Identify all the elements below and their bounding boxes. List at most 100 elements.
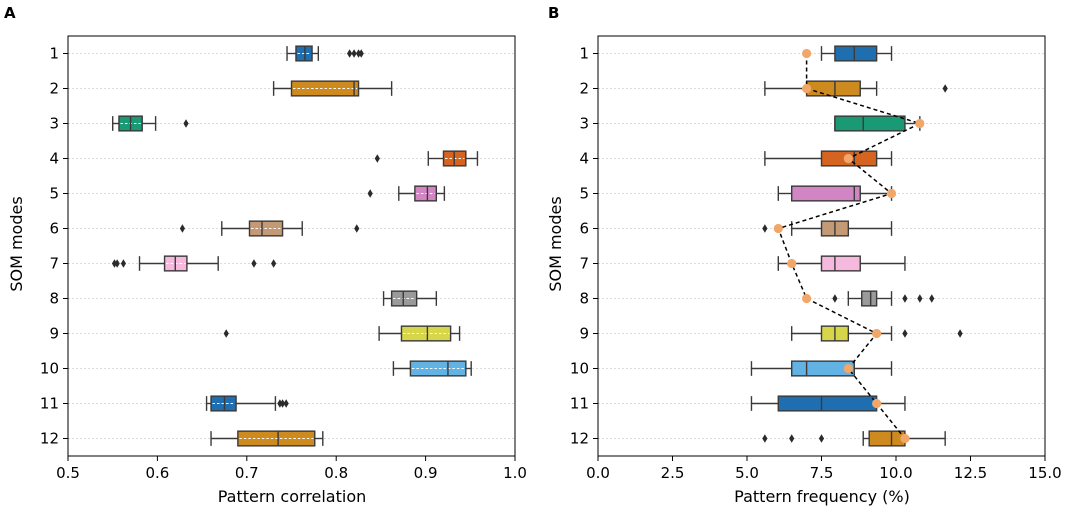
panel-a-y-tick-label: 2: [49, 80, 59, 98]
panel-a-y-tick-label: 1: [49, 45, 59, 63]
panel-b-box-mode-11: [750, 395, 906, 412]
panel-b-y-tick-label: 2: [579, 80, 589, 98]
outlier-point: [354, 224, 360, 233]
panel-a-box-mode-2: [272, 80, 393, 97]
panel-b-overlay-point-mode-3: [915, 118, 925, 129]
outlier-point: [251, 259, 257, 268]
panel-b-x-axis-label: Pattern frequency (%): [734, 487, 910, 506]
panel-b-box-mode-12: [762, 430, 946, 447]
panel-a-y-tick-label: 11: [40, 395, 59, 413]
panel-b-label: B: [548, 4, 559, 22]
panel-b-box-mode-8: [832, 290, 935, 307]
panel-b-box-mode-5: [777, 185, 893, 202]
panel-a-y-tick-label: 6: [49, 220, 59, 238]
panel-a-box-mode-12: [210, 430, 324, 447]
outlier-point: [832, 294, 838, 303]
panel-a-box-mode-5: [367, 185, 446, 202]
outlier-point: [283, 399, 289, 408]
panel-b-overlay-point-mode-12: [900, 433, 910, 444]
iqr-box: [777, 395, 878, 412]
outlier-point: [367, 189, 373, 198]
iqr-box: [861, 290, 878, 307]
panel-a-y-tick-label: 9: [49, 325, 59, 343]
panel-a-box-mode-3: [111, 115, 189, 132]
iqr-box: [791, 360, 855, 377]
outlier-point: [355, 49, 362, 58]
panel-a: A SOM modes Pattern correlation 12345678…: [4, 4, 527, 506]
panel-b-overlay-point-mode-6: [773, 223, 783, 234]
panel-a-label: A: [4, 4, 16, 22]
panel-b-overlay-point-mode-2: [802, 83, 812, 94]
outlier-point: [789, 434, 795, 443]
iqr-box: [834, 45, 878, 62]
panel-a-box-mode-7: [111, 255, 277, 272]
panel-b-y-tick-label: 9: [579, 325, 589, 343]
outlier-point: [271, 259, 277, 268]
panel-a-box-mode-9: [223, 325, 461, 342]
outlier-point: [183, 119, 189, 128]
outlier-point: [351, 49, 357, 58]
panel-b-box-mode-10: [750, 360, 893, 377]
panel-a-y-tick-label: 7: [49, 255, 59, 273]
outlier-point: [279, 399, 286, 408]
panel-a-y-tick-label: 8: [49, 290, 59, 308]
panel-a-x-tick-label: 0.6: [145, 464, 169, 482]
panel-b-y-tick-label: 6: [579, 220, 589, 238]
panel-b-box-mode-1: [820, 45, 893, 62]
outlier-point: [942, 84, 948, 93]
panel-b-overlay-point-mode-5: [886, 188, 897, 199]
panel-a-box-mode-1: [286, 45, 364, 62]
panel-a-box-mode-4: [374, 150, 479, 167]
iqr-box: [409, 360, 467, 377]
panel-a-box-mode-10: [392, 360, 472, 377]
panel-a-box-mode-11: [205, 395, 289, 412]
panel-a-plot-frame: [67, 35, 516, 457]
panel-b-x-tick-label: 2.5: [661, 464, 685, 482]
panel-b-y-tick-label: 4: [579, 150, 589, 168]
outlier-point: [179, 224, 186, 233]
panel-a-x-tick-label: 0.7: [235, 464, 259, 482]
panel-b-overlay-point-mode-7: [787, 258, 797, 269]
panel-b-y-tick-label: 12: [570, 430, 589, 448]
panel-a-x-axis-label: Pattern correlation: [218, 487, 367, 506]
panel-b: B SOM modes Pattern frequency (%) 123456…: [546, 4, 1062, 506]
panel-b-box-mode-7: [777, 255, 906, 272]
iqr-box: [805, 80, 861, 97]
panel-b-y-tick-label: 10: [570, 360, 589, 378]
iqr-box: [868, 430, 906, 447]
panel-b-y-tick-label: 8: [579, 290, 589, 308]
iqr-box: [791, 185, 861, 202]
panel-a-y-tick-label: 5: [49, 185, 59, 203]
iqr-box: [820, 255, 861, 272]
outlier-point: [358, 49, 364, 58]
panel-b-overlay-point-mode-4: [843, 153, 853, 164]
panel-b-y-tick-label: 1: [579, 45, 589, 63]
panel-b-x-tick-label: 12.5: [954, 464, 987, 482]
panel-a-box-mode-6: [179, 220, 360, 237]
panel-a-x-tick-label: 0.8: [324, 464, 348, 482]
panel-b-overlay-point-mode-1: [802, 48, 812, 59]
outlier-point: [120, 259, 127, 268]
outlier-point: [818, 434, 825, 443]
outlier-point: [277, 399, 283, 408]
panel-b-plot-frame: [597, 35, 1046, 457]
panel-b-box-mode-9: [791, 325, 963, 342]
panel-a-y-tick-label: 3: [49, 115, 59, 133]
panel-b-overlay-point-mode-11: [872, 398, 882, 409]
panel-b-box-mode-4: [764, 150, 893, 167]
panel-b-overlay-point-mode-8: [802, 293, 812, 304]
panel-a-x-tick-label: 0.5: [56, 464, 80, 482]
panel-b-y-tick-label: 11: [570, 395, 589, 413]
panel-b-x-tick-label: 10.0: [879, 464, 912, 482]
outlier-point: [762, 224, 768, 233]
panel-b-y-tick-label: 7: [579, 255, 589, 273]
panel-b-y-tick-label: 5: [579, 185, 589, 203]
panel-b-box-mode-3: [834, 115, 921, 132]
panel-a-x-tick-label: 0.9: [414, 464, 438, 482]
outlier-point: [374, 154, 380, 163]
panel-b-y-axis-label: SOM modes: [546, 196, 565, 291]
panel-b-overlay-point-mode-9: [872, 328, 882, 339]
iqr-box: [834, 115, 906, 132]
panel-a-y-tick-label: 10: [40, 360, 59, 378]
